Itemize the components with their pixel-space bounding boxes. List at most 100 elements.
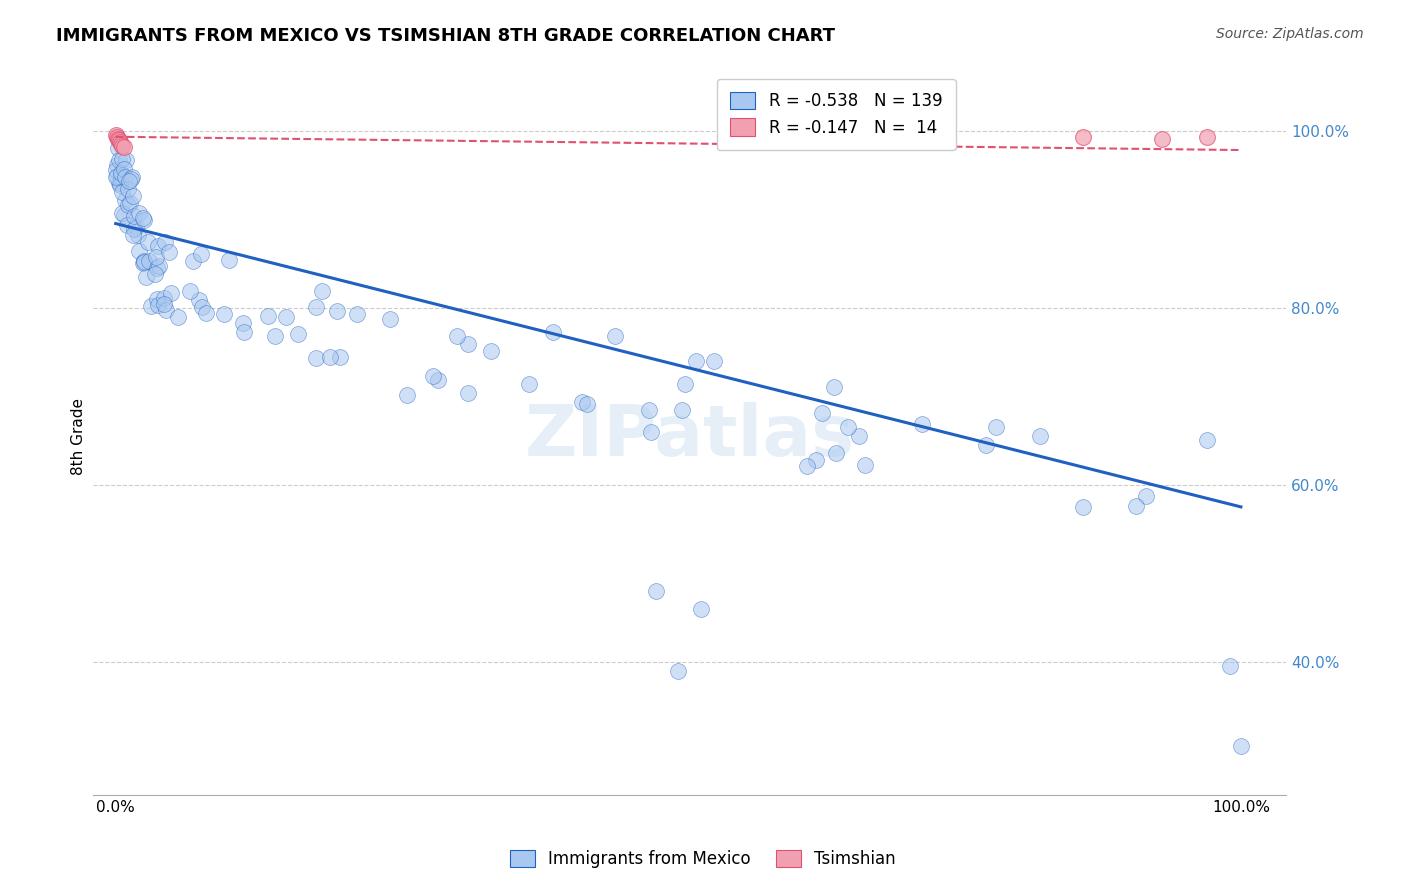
Point [811,406,834,420]
Point [256,310,278,324]
Point [104,128,127,142]
Point [673,377,696,392]
Point [107,131,129,145]
Point [1125,499,1147,513]
Point [131,256,153,270]
Point [155,303,177,318]
Point [479,343,502,358]
Point [122,189,145,203]
Point [110,174,132,188]
Point [517,376,540,391]
Point [179,285,201,299]
Point [264,328,287,343]
Point [638,402,661,417]
Point [1219,659,1241,673]
Point [603,329,626,343]
Point [125,219,148,234]
Point [1071,500,1094,515]
Text: ZIPatlas: ZIPatlas [524,401,855,471]
Point [813,131,835,145]
Point [640,425,662,440]
Point [976,438,998,452]
Point [146,298,169,312]
Point [143,267,166,281]
Point [457,385,479,400]
Point [152,296,174,310]
Point [986,420,1008,434]
Point [644,584,666,599]
Point [148,259,170,273]
Point [132,212,155,227]
Point [122,222,145,236]
Point [231,317,253,331]
Point [160,286,183,301]
Point [121,169,143,184]
Point [801,129,824,144]
Point [326,304,349,318]
Point [111,185,134,199]
Point [796,459,818,474]
Point [105,129,128,144]
Point [806,452,828,467]
Point [145,261,167,276]
Point [1073,129,1095,144]
Point [104,169,127,184]
Point [136,235,159,250]
Point [571,394,593,409]
Point [131,211,153,226]
Point [824,446,846,460]
Point [138,254,160,268]
Point [112,208,135,222]
Point [457,337,479,351]
Point [134,255,156,269]
Point [1197,129,1219,144]
Legend: Immigrants from Mexico, Tsimshian: Immigrants from Mexico, Tsimshian [503,843,903,875]
Point [153,291,176,305]
Point [824,133,846,147]
Point [218,252,240,267]
Point [671,403,693,417]
Point [287,327,309,342]
Point [112,161,135,176]
Point [157,245,180,260]
Point [427,373,450,387]
Point [305,351,328,365]
Point [346,307,368,321]
Point [110,136,132,151]
Point [305,300,328,314]
Point [823,380,845,394]
Point [105,162,128,177]
Point [183,254,205,268]
Point [329,350,352,364]
Point [108,135,131,149]
Point [124,209,146,223]
Point [110,166,132,180]
Point [703,353,725,368]
Point [1029,429,1052,443]
Point [837,420,859,434]
Point [446,329,468,343]
Point [541,325,564,339]
Point [114,193,136,207]
Point [111,153,134,167]
Point [689,601,711,615]
Point [167,310,190,324]
Point [108,153,131,167]
Text: IMMIGRANTS FROM MEXICO VS TSIMSHIAN 8TH GRADE CORRELATION CHART: IMMIGRANTS FROM MEXICO VS TSIMSHIAN 8TH … [56,27,835,45]
Point [576,397,599,411]
Point [110,170,132,185]
Point [311,284,333,298]
Point [188,293,211,307]
Point [1135,490,1157,504]
Point [146,239,169,253]
Point [274,310,297,324]
Point [190,247,212,261]
Y-axis label: 8th Grade: 8th Grade [72,398,86,475]
Point [108,176,131,190]
Point [127,228,149,243]
Point [117,182,139,196]
Point [128,244,150,258]
Point [128,206,150,220]
Point [121,227,143,242]
Point [1152,131,1174,145]
